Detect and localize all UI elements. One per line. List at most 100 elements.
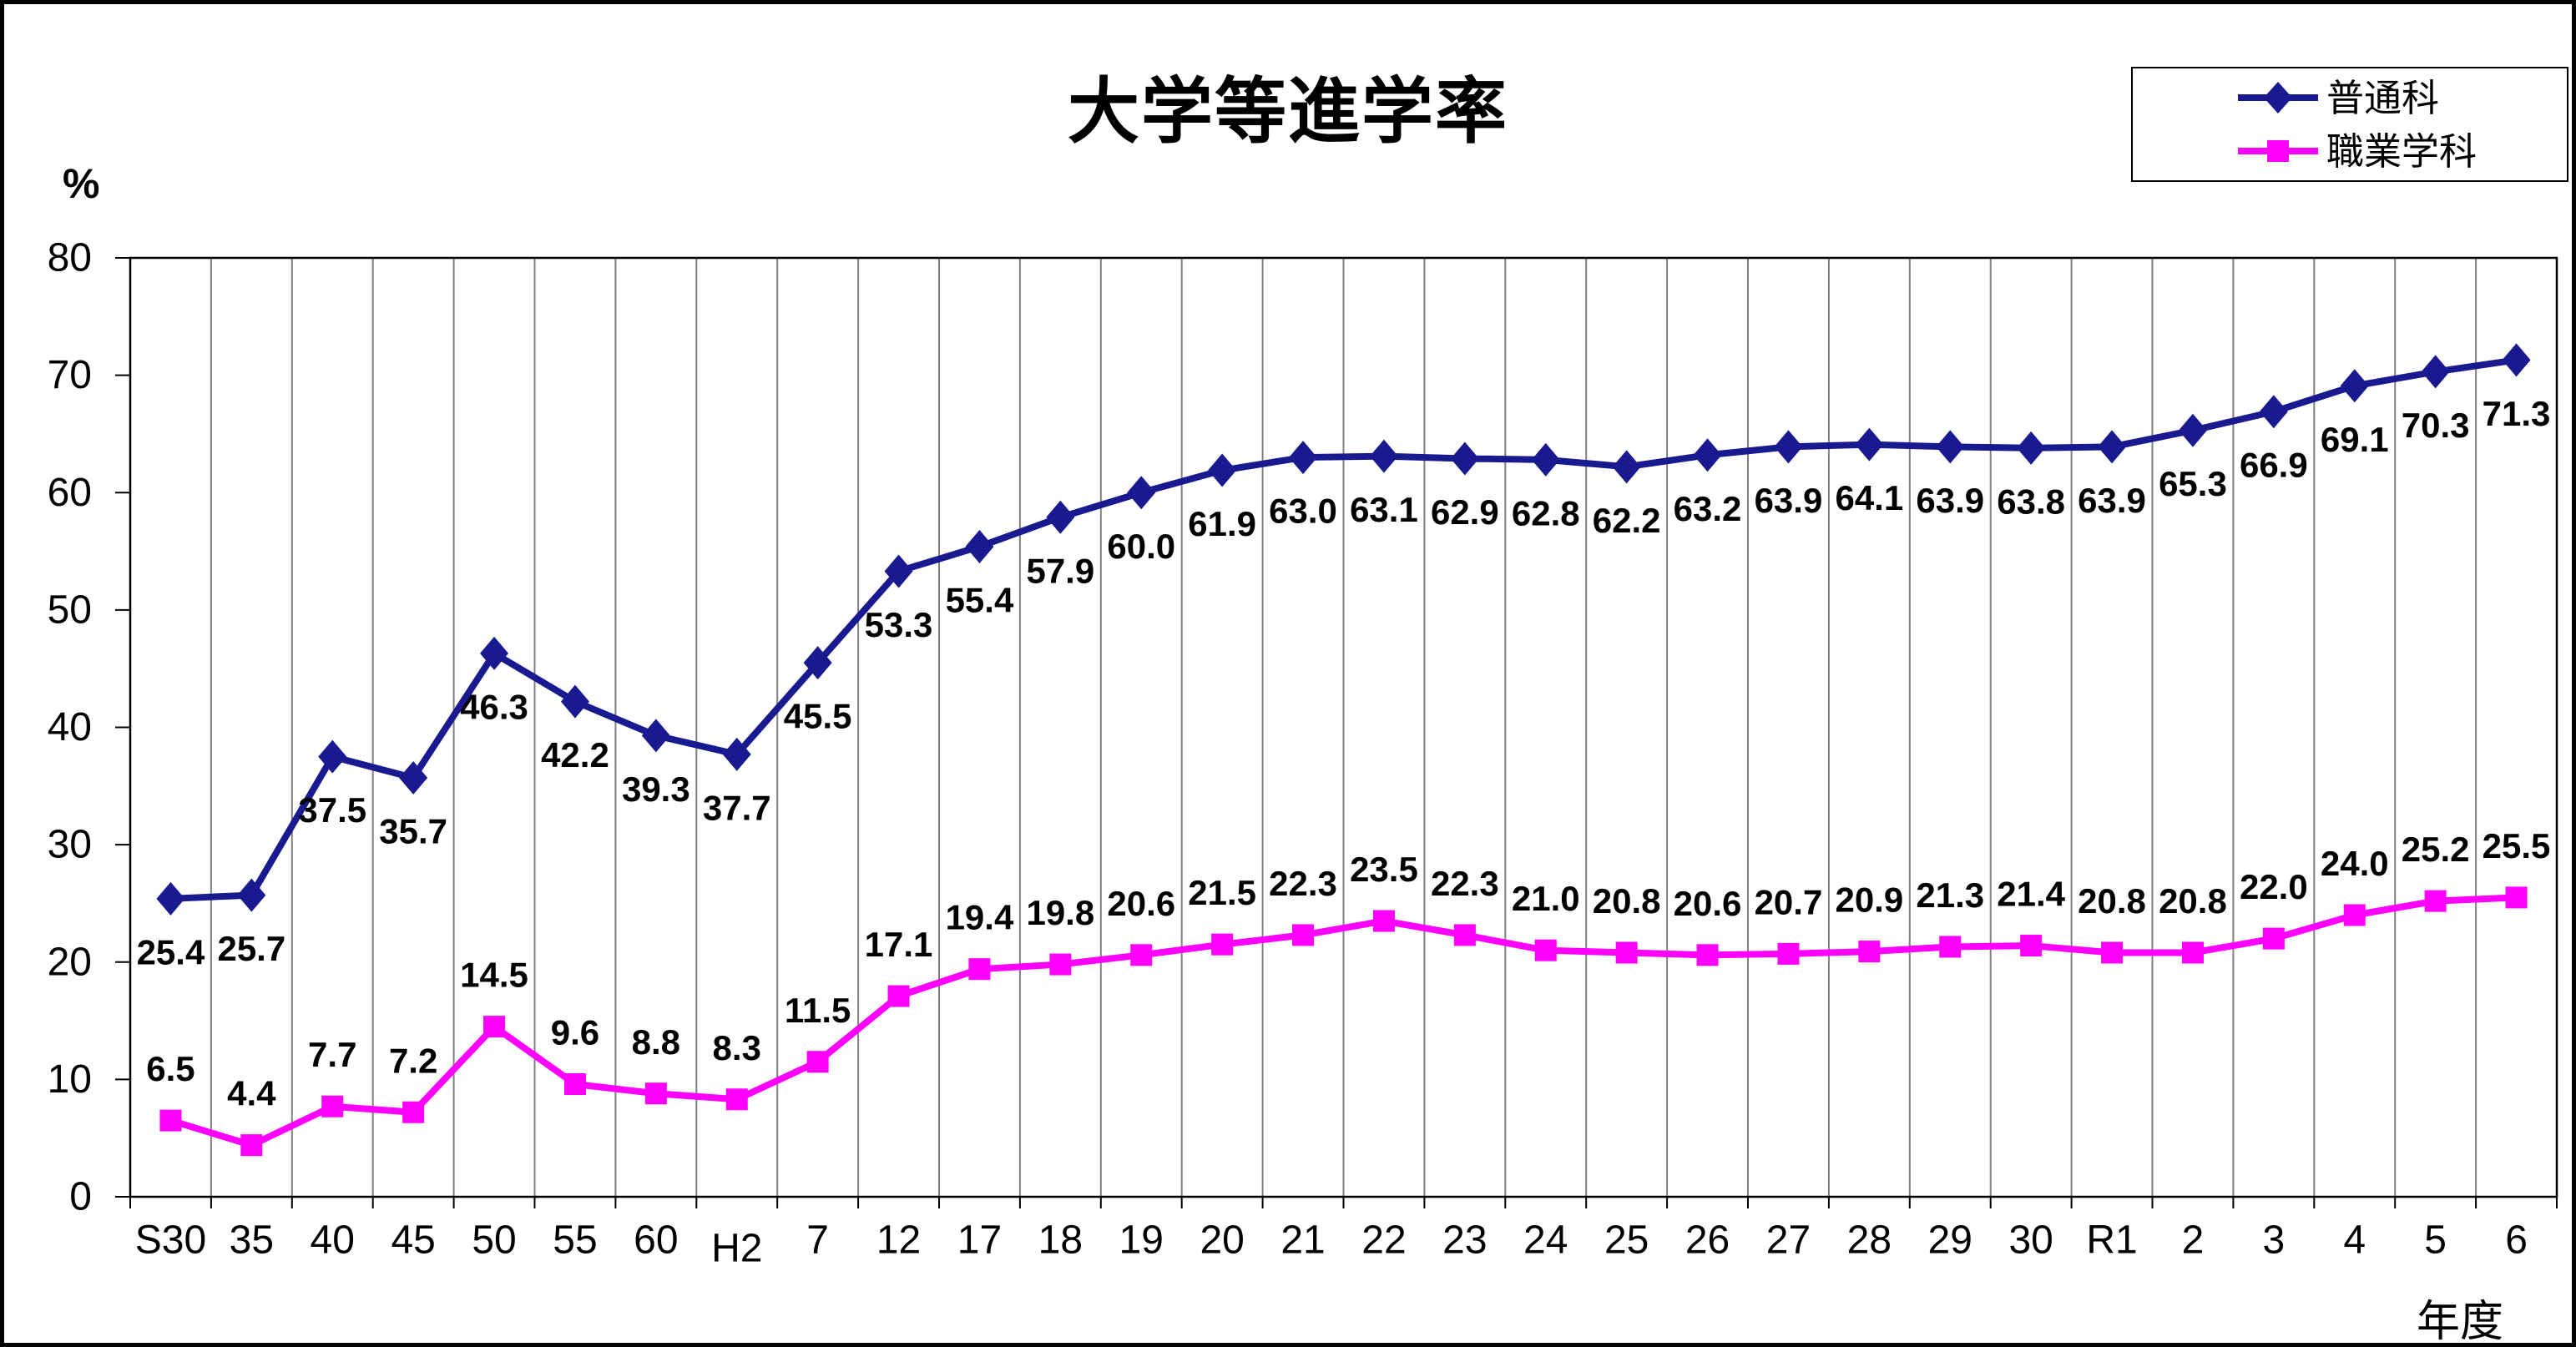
legend-item: 普通科 [2238,77,2567,119]
data-point [1939,936,1962,958]
data-label: 63.9 [1755,481,1823,520]
data-label: 7.2 [389,1041,437,1080]
data-label: 20.8 [2159,881,2227,921]
data-label: 57.9 [1026,551,1094,590]
data-point [1453,924,1476,946]
data-label: 23.5 [1350,850,1418,889]
data-point [2343,904,2366,926]
data-label: 64.1 [1835,478,1903,517]
x-tick-label: 17 [957,1218,1002,1263]
data-point [1855,427,1884,462]
data-label: 70.3 [2402,406,2470,445]
data-point [2505,886,2528,909]
data-point [2181,941,2204,964]
data-label: 6.5 [146,1049,194,1088]
x-tick-label: 50 [472,1218,516,1263]
data-point [965,529,994,563]
data-point [2020,935,2043,957]
x-tick-label: 27 [1766,1218,1811,1263]
data-point [156,881,185,916]
x-tick-label: 60 [634,1218,678,1263]
series-line [167,894,2520,1149]
data-label: 66.9 [2240,446,2308,485]
data-point [1615,941,1638,964]
data-point [2421,355,2450,389]
data-point [1127,476,1156,510]
data-label: 39.3 [622,769,690,809]
data-label: 14.5 [460,956,528,995]
x-tick-label: 29 [1928,1218,1972,1263]
x-tick-label: 18 [1038,1218,1083,1263]
data-point [240,1134,263,1157]
data-label: 7.7 [308,1035,356,1074]
data-label: 63.2 [1674,489,1742,528]
data-label: 22.0 [2240,867,2308,906]
data-label: 25.2 [2402,830,2470,869]
data-point [1777,942,1800,965]
x-tick-label: 3 [2262,1218,2285,1263]
data-point [1696,944,1719,966]
data-point [399,760,428,795]
y-tick-label: 30 [48,823,92,867]
data-label: 62.9 [1431,492,1499,532]
data-label: 63.9 [2078,481,2146,520]
data-point [402,1101,425,1123]
data-label: 53.3 [865,605,933,644]
data-point [560,684,589,719]
y-tick-label: 80 [48,236,92,280]
legend-label: 普通科 [2326,76,2440,119]
data-point [2424,890,2447,912]
data-point [2340,369,2369,403]
data-point [806,1051,829,1073]
x-tick-label: S30 [135,1218,206,1263]
y-tick-label: 70 [48,353,92,397]
data-point [968,958,991,981]
data-point [1612,450,1641,484]
chart-title: 大学等進学率 [1068,72,1508,152]
data-point [1292,924,1315,946]
data-point [2262,927,2285,950]
data-label: 63.0 [1269,492,1337,531]
data-point [1534,939,1557,961]
data-point [884,554,913,588]
y-axis-unit-label: % [63,160,100,207]
data-label: 11.5 [785,991,851,1030]
x-tick-label: 25 [1604,1218,1649,1263]
data-point [887,985,910,1007]
data-point [722,737,751,771]
data-point [1372,910,1395,932]
data-label: 20.6 [1674,884,1742,923]
data-label: 21.3 [1916,875,1984,915]
y-tick-label: 50 [48,588,92,632]
x-tick-label: 30 [2008,1218,2053,1263]
data-label: 60.0 [1107,527,1175,566]
data-point [159,1109,182,1132]
plot-border [129,256,2558,1198]
y-tick-label: 60 [48,471,92,515]
square-marker-sample [2238,140,2318,162]
data-point [2259,395,2288,429]
data-point [1208,453,1237,487]
x-tick-label: 40 [311,1218,355,1263]
x-tick-label: 19 [1119,1218,1164,1263]
x-tick-label: 24 [1523,1218,1568,1263]
data-label: 42.2 [541,735,609,774]
y-tick-label: 0 [69,1175,92,1219]
data-point [1211,933,1234,956]
data-point [2017,431,2046,465]
data-label: 24.0 [2321,844,2389,883]
data-point [1369,439,1398,473]
x-axis-title: 年度 [2417,1298,2504,1346]
data-point [2101,941,2124,964]
series-line [167,356,2520,902]
data-label: 71.3 [2483,394,2551,433]
data-label: 69.1 [2321,420,2389,459]
data-label: 62.2 [1593,501,1661,540]
data-label: 8.8 [632,1022,680,1062]
data-label: 8.3 [713,1028,761,1067]
data-label: 20.8 [1593,881,1661,921]
x-tick-label: 7 [806,1218,829,1263]
x-tick-label: 23 [1442,1218,1487,1263]
data-point [1450,441,1479,476]
